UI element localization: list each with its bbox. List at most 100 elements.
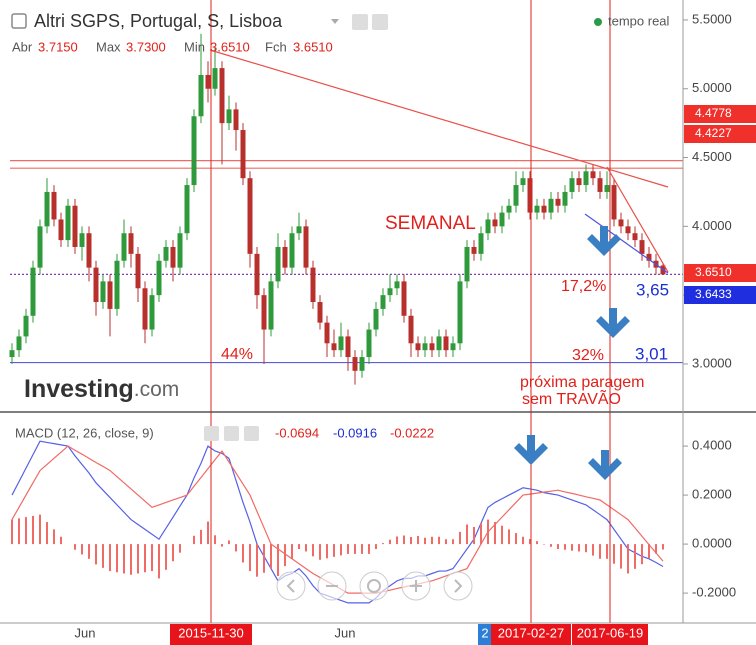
histogram-bar	[95, 544, 97, 565]
candle-body	[86, 233, 92, 268]
dropdown-icon[interactable]	[331, 19, 339, 24]
histogram-bar	[536, 541, 538, 545]
candle-body	[415, 343, 421, 351]
annotation: 3,01	[635, 344, 668, 363]
macd-title: MACD (12, 26, close, 9)	[15, 425, 154, 440]
histogram-bar	[242, 544, 244, 563]
histogram-bar	[347, 544, 349, 554]
histogram-bar	[137, 544, 139, 574]
annotation: 32%	[572, 347, 604, 364]
reset-button[interactable]	[359, 571, 389, 601]
price-tag-label: 3.6433	[695, 287, 732, 301]
scroll-left-button[interactable]	[276, 571, 306, 601]
histogram-bar	[452, 539, 454, 545]
candle-body	[170, 246, 176, 268]
candle-body	[93, 267, 99, 303]
histogram-bar	[249, 544, 251, 572]
candle-body	[177, 233, 183, 268]
candle-body	[450, 343, 456, 351]
symbol-icon[interactable]	[11, 13, 27, 29]
histogram-bar	[417, 536, 419, 545]
y-tick-label: 0.4000	[692, 438, 732, 453]
candle-body	[352, 357, 358, 371]
histogram-bar	[466, 524, 468, 545]
visibility-icon[interactable]	[204, 426, 219, 441]
candle-body	[394, 281, 400, 289]
close-icon[interactable]	[244, 426, 259, 441]
histogram-bar	[333, 544, 335, 557]
histogram-bar	[571, 544, 573, 551]
annotation: sem TRAVÃO	[522, 388, 621, 408]
candle-body	[485, 219, 491, 234]
candle-body	[156, 260, 162, 296]
candle-body	[226, 109, 232, 124]
histogram-bar	[375, 544, 377, 549]
histogram-bar	[410, 536, 412, 545]
trend-line	[606, 166, 669, 273]
histogram-bar	[354, 544, 356, 554]
candle-body	[212, 68, 218, 89]
histogram-bar	[214, 535, 216, 545]
candle-body	[380, 295, 386, 309]
histogram-bar	[396, 536, 398, 545]
histogram-bar	[634, 544, 636, 569]
histogram-bar	[151, 544, 153, 572]
histogram-bar	[424, 537, 426, 545]
candle-body	[436, 336, 442, 351]
candle-body	[198, 74, 204, 117]
trend-line	[209, 49, 669, 188]
visibility-icon[interactable]	[352, 14, 368, 30]
histogram-bar	[382, 543, 384, 545]
histogram-bar	[445, 539, 447, 545]
zoom-icons	[286, 579, 463, 593]
candle-body	[443, 336, 449, 351]
histogram-bar	[53, 529, 55, 545]
histogram-bar	[599, 544, 601, 559]
candle-body	[345, 336, 351, 358]
x-tick-box	[170, 624, 252, 645]
annotation: próxima paragem	[520, 374, 645, 391]
settings-icon[interactable]	[224, 426, 239, 441]
candle-body	[583, 171, 589, 186]
icon	[454, 579, 463, 593]
candle-body	[317, 302, 323, 323]
x-tick-label: Jun	[75, 625, 96, 640]
candle-body	[359, 357, 365, 371]
histogram-bar	[494, 522, 496, 545]
candle-body	[646, 253, 652, 261]
scroll-right-button[interactable]	[443, 571, 473, 601]
settings-icon[interactable]	[372, 14, 388, 30]
histogram-bar	[508, 529, 510, 545]
price-tag	[684, 264, 756, 282]
histogram-bar	[291, 544, 293, 559]
candle-body	[282, 246, 288, 268]
y-tick-label: -0.2000	[692, 585, 736, 600]
candle-body	[331, 343, 337, 351]
x-tick-box	[491, 624, 571, 645]
macd-readout: -0.0694 -0.0916 -0.0222	[275, 425, 434, 440]
histogram-bar	[326, 544, 328, 559]
histogram-bar	[193, 535, 195, 545]
histogram-bar	[109, 544, 111, 572]
logo-main: Investing	[24, 375, 134, 403]
candle-body	[569, 178, 575, 192]
chart-title: Altri SGPS, Portugal, S, Lisboa	[34, 11, 283, 31]
candle-body	[625, 226, 631, 234]
histogram-bar	[39, 514, 41, 545]
histogram-bar	[389, 539, 391, 545]
histogram-bar	[235, 544, 237, 552]
candle-body	[338, 336, 344, 351]
zoom-controls	[276, 571, 473, 601]
icon	[367, 579, 381, 593]
icon	[286, 579, 295, 593]
histogram-bar	[459, 531, 461, 545]
candle-body	[37, 226, 43, 268]
candle-body	[205, 74, 211, 89]
candle-body	[562, 191, 568, 206]
y-tick-label: 5.0000	[692, 80, 732, 95]
candle-body	[58, 219, 64, 241]
histogram-bar	[438, 536, 440, 545]
histogram-bar	[585, 544, 587, 553]
candle-body	[289, 233, 295, 268]
